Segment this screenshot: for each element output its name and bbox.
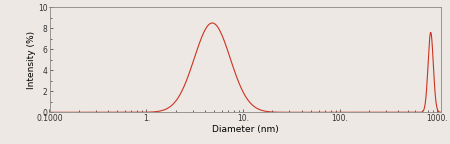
X-axis label: Diameter (nm): Diameter (nm)	[212, 125, 279, 134]
Y-axis label: Intensity (%): Intensity (%)	[27, 31, 36, 89]
